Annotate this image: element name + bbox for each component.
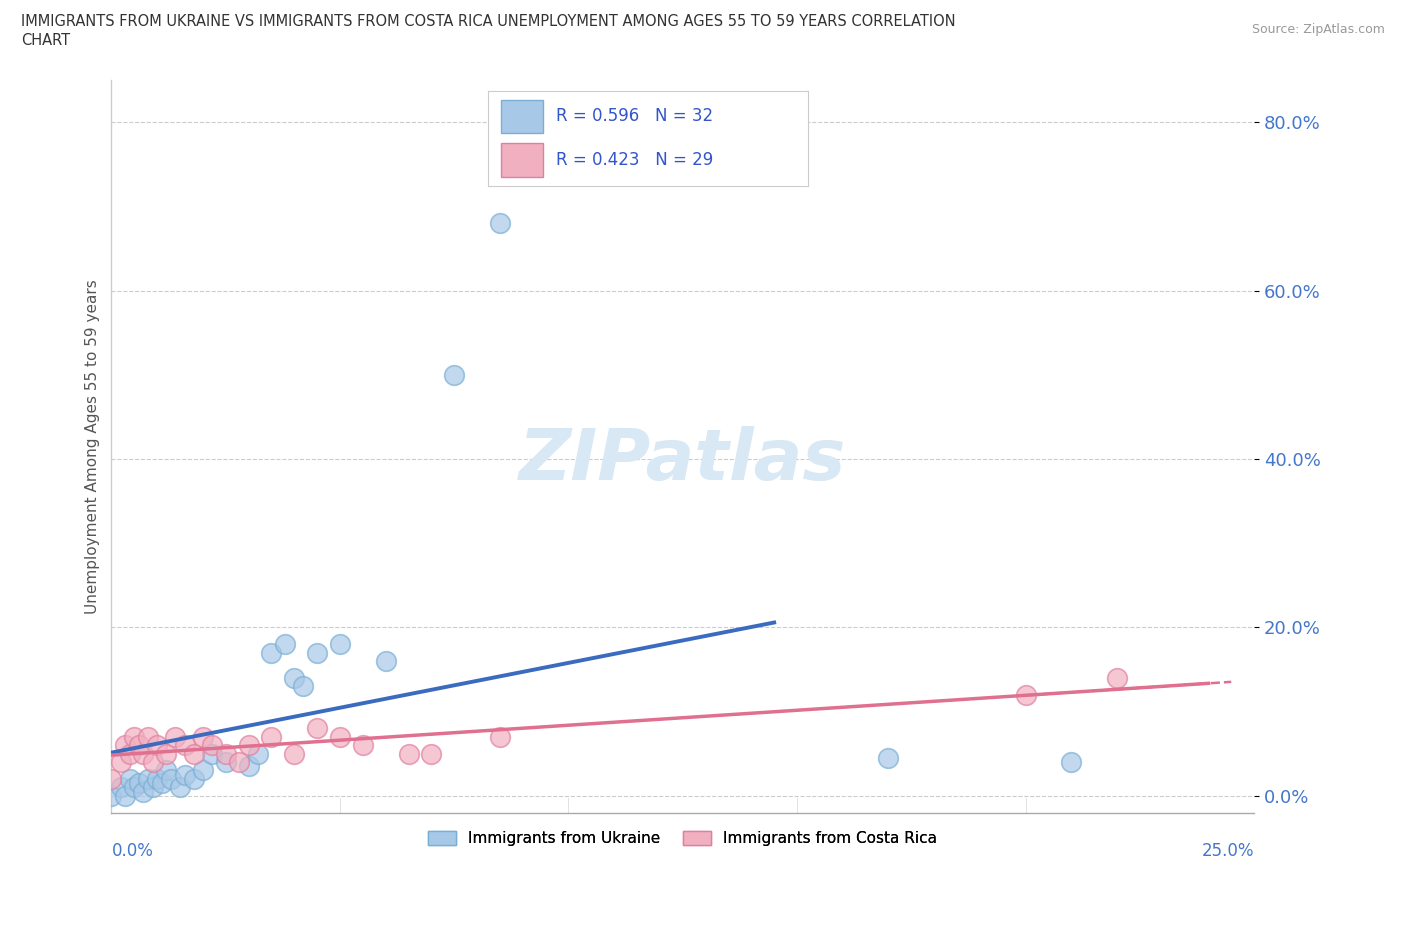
Point [160,772,183,787]
Point [165,729,187,744]
Point [489,729,512,744]
Point [146,772,169,787]
Point [489,216,512,231]
Point [274,637,297,652]
Point [238,759,260,774]
Point [146,737,169,752]
Point [260,645,283,660]
Point [398,746,420,761]
Point [173,737,195,752]
Point [1060,754,1083,769]
Point [183,746,205,761]
Point [329,637,352,652]
Point [238,737,260,752]
Point [260,729,283,744]
Point [1105,671,1128,685]
Point [307,645,329,660]
Point [228,754,250,769]
Point [307,721,329,736]
Point [150,776,173,790]
Point [1014,687,1036,702]
Point [443,367,465,382]
Point [118,772,141,787]
Text: Source: ZipAtlas.com: Source: ZipAtlas.com [1251,23,1385,36]
Point [122,780,145,795]
Point [141,754,163,769]
Legend: Immigrants from Ukraine, Immigrants from Costa Rica: Immigrants from Ukraine, Immigrants from… [422,825,943,853]
Point [283,746,305,761]
Point [292,679,315,694]
Point [100,772,122,787]
Point [201,737,224,752]
Point [110,754,132,769]
Point [420,746,443,761]
Point [169,780,191,795]
Point [374,654,396,669]
Point [246,746,269,761]
Y-axis label: Unemployment Among Ages 55 to 59 years: Unemployment Among Ages 55 to 59 years [86,279,100,614]
Point [136,729,159,744]
Point [110,780,132,795]
Point [132,746,155,761]
Point [155,746,177,761]
Point [100,789,122,804]
Point [118,746,141,761]
Point [201,746,224,761]
Text: ZIPatlas: ZIPatlas [519,427,846,496]
Point [114,789,136,804]
Point [215,746,238,761]
Point [141,780,163,795]
Text: CHART: CHART [21,33,70,47]
Point [329,729,352,744]
Point [128,776,150,790]
Point [877,751,900,765]
Point [114,737,136,752]
Point [173,767,195,782]
Point [191,763,214,777]
Point [183,772,205,787]
Text: IMMIGRANTS FROM UKRAINE VS IMMIGRANTS FROM COSTA RICA UNEMPLOYMENT AMONG AGES 55: IMMIGRANTS FROM UKRAINE VS IMMIGRANTS FR… [21,14,956,29]
Point [283,671,305,685]
Text: 0.0%: 0.0% [111,842,153,860]
Point [132,784,155,799]
Point [136,772,159,787]
Point [155,763,177,777]
Point [191,729,214,744]
Point [122,729,145,744]
Point [128,737,150,752]
Point [215,754,238,769]
Text: 25.0%: 25.0% [1202,842,1254,860]
Point [352,737,374,752]
